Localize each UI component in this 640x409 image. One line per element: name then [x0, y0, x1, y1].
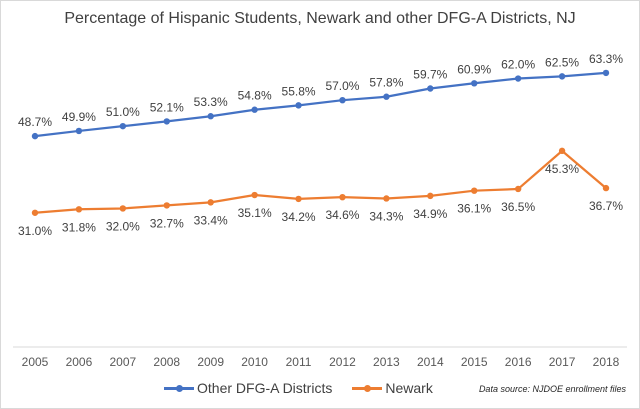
- x-tick-label: 2016: [505, 355, 532, 369]
- legend-item-other-dfg-a[interactable]: Other DFG-A Districts: [164, 380, 332, 396]
- data-point-newark[interactable]: [602, 184, 610, 192]
- x-tick-label: 2008: [153, 355, 180, 369]
- data-label-other-dfg-a-districts: 62.5%: [545, 55, 579, 69]
- data-point-other-dfg-a-districts[interactable]: [427, 85, 434, 92]
- data-label-other-dfg-a-districts: 57.8%: [369, 76, 403, 90]
- x-tick-label: 2006: [66, 355, 93, 369]
- legend-line-marker-icon: [352, 383, 383, 393]
- data-label-other-dfg-a-districts: 51.0%: [106, 105, 140, 119]
- data-label-newark: 32.7%: [150, 216, 184, 230]
- data-point-newark[interactable]: [75, 206, 83, 213]
- series-line-other-dfg-a-districts: [34, 71, 607, 138]
- data-label-newark: 36.1%: [457, 202, 491, 216]
- data-label-other-dfg-a-districts: 59.7%: [413, 67, 447, 81]
- data-label-newark: 31.8%: [62, 220, 96, 234]
- data-label-other-dfg-a-districts: 60.9%: [457, 62, 491, 76]
- x-tick-label: 2015: [461, 355, 488, 369]
- data-point-other-dfg-a-districts[interactable]: [471, 80, 478, 87]
- data-point-newark[interactable]: [31, 209, 39, 216]
- data-point-other-dfg-a-districts[interactable]: [207, 113, 214, 120]
- x-tick-label: 2013: [373, 355, 400, 369]
- data-point-other-dfg-a-districts[interactable]: [119, 122, 127, 130]
- data-point-other-dfg-a-districts[interactable]: [251, 106, 258, 113]
- data-label-newark: 32.0%: [106, 219, 140, 233]
- chart-title: Percentage of Hispanic Students, Newark …: [64, 10, 576, 27]
- data-point-newark[interactable]: [251, 191, 258, 199]
- x-tick-label: 2007: [109, 355, 136, 369]
- data-point-newark[interactable]: [339, 193, 346, 201]
- data-point-newark[interactable]: [295, 195, 302, 203]
- data-source-note: Data source: NJDOE enrollment files: [478, 384, 626, 394]
- data-point-newark[interactable]: [207, 199, 214, 206]
- data-point-other-dfg-a-districts[interactable]: [383, 93, 390, 100]
- data-point-newark[interactable]: [383, 195, 390, 202]
- data-point-other-dfg-a-districts[interactable]: [31, 132, 39, 140]
- data-point-newark[interactable]: [558, 147, 566, 155]
- legend-line-marker-icon: [164, 383, 194, 393]
- data-point-newark[interactable]: [427, 192, 434, 200]
- x-tick-label: 2011: [286, 355, 312, 369]
- data-label-other-dfg-a-districts: 52.1%: [150, 100, 184, 114]
- series-line-newark: [34, 149, 607, 214]
- legend-item-newark[interactable]: Newark: [352, 380, 433, 396]
- x-tick-label: 2014: [417, 355, 444, 369]
- data-point-other-dfg-a-districts[interactable]: [75, 127, 83, 135]
- data-label-newark: 36.5%: [501, 200, 535, 214]
- legend: Other DFG-A Districts Newark: [164, 380, 453, 396]
- data-point-newark[interactable]: [471, 187, 478, 194]
- data-label-newark: 36.7%: [589, 199, 623, 213]
- legend-label: Newark: [385, 380, 433, 396]
- x-tick-label: 2005: [22, 355, 49, 369]
- data-point-other-dfg-a-districts[interactable]: [295, 102, 302, 109]
- data-label-newark: 35.1%: [238, 206, 272, 220]
- data-point-newark[interactable]: [163, 202, 170, 209]
- data-label-other-dfg-a-districts: 57.0%: [325, 79, 359, 93]
- data-label-newark: 45.3%: [545, 162, 579, 176]
- legend-label: Other DFG-A Districts: [197, 380, 333, 396]
- data-point-newark[interactable]: [514, 185, 522, 193]
- data-point-other-dfg-a-districts[interactable]: [602, 69, 610, 77]
- data-label-newark: 31.0%: [18, 224, 52, 238]
- data-label-other-dfg-a-districts: 62.0%: [501, 58, 535, 72]
- data-point-other-dfg-a-districts[interactable]: [558, 73, 566, 80]
- data-label-newark: 34.9%: [413, 207, 447, 221]
- data-label-newark: 33.4%: [194, 213, 228, 227]
- x-tick-label: 2012: [329, 355, 356, 369]
- data-label-other-dfg-a-districts: 48.7%: [18, 115, 52, 129]
- data-label-other-dfg-a-districts: 63.3%: [589, 52, 623, 66]
- data-label-newark: 34.2%: [282, 210, 316, 224]
- data-label-other-dfg-a-districts: 49.9%: [62, 110, 96, 124]
- data-label-other-dfg-a-districts: 53.3%: [194, 95, 228, 109]
- data-label-other-dfg-a-districts: 55.8%: [282, 84, 316, 98]
- x-tick-label: 2009: [197, 355, 224, 369]
- x-tick-label: 2018: [593, 355, 620, 369]
- data-label-other-dfg-a-districts: 54.8%: [238, 89, 272, 103]
- x-tick-label: 2017: [549, 355, 576, 369]
- data-label-newark: 34.6%: [325, 208, 359, 222]
- x-tick-label: 2010: [241, 355, 268, 369]
- data-point-other-dfg-a-districts[interactable]: [339, 96, 346, 104]
- data-point-other-dfg-a-districts[interactable]: [514, 75, 522, 82]
- data-label-newark: 34.3%: [369, 209, 403, 223]
- data-point-newark[interactable]: [119, 205, 127, 212]
- data-point-other-dfg-a-districts[interactable]: [163, 118, 170, 125]
